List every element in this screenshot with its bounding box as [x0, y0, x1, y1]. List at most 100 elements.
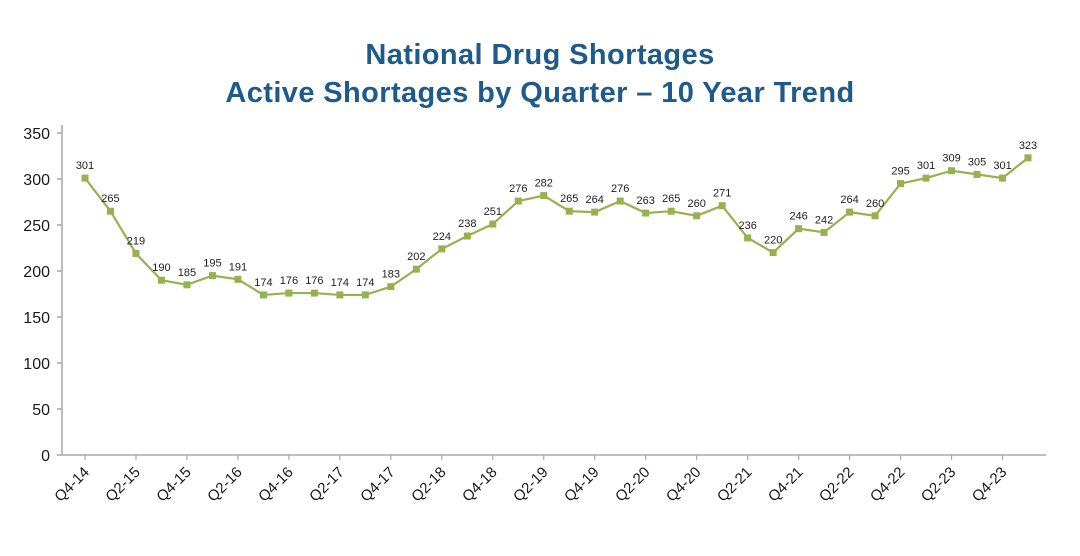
- data-label: 174: [356, 276, 374, 288]
- data-point: [871, 211, 879, 219]
- y-tick-label: 50: [32, 402, 50, 419]
- data-label: 174: [254, 276, 272, 288]
- data-point: [361, 290, 369, 298]
- data-label: 301: [993, 160, 1011, 172]
- data-point: [259, 290, 267, 298]
- x-tick-label: Q4-16: [255, 463, 297, 505]
- data-point: [183, 280, 191, 288]
- data-label: 309: [942, 152, 960, 164]
- data-label: 246: [789, 210, 807, 222]
- data-point: [642, 209, 650, 217]
- x-tick-label: Q4-21: [765, 463, 807, 505]
- data-point: [897, 179, 905, 187]
- data-label: 176: [305, 275, 323, 287]
- data-point: [412, 265, 420, 273]
- data-point: [616, 197, 624, 205]
- data-label: 265: [560, 193, 578, 205]
- data-label: 263: [637, 195, 655, 207]
- x-tick-label: Q2-16: [204, 463, 246, 505]
- data-point: [846, 208, 854, 216]
- data-label: 202: [407, 251, 425, 263]
- data-point: [514, 197, 522, 205]
- x-tick-label: Q2-20: [612, 463, 654, 505]
- y-tick-label: 300: [23, 172, 50, 189]
- y-tick-label: 150: [23, 310, 50, 327]
- data-label: 265: [101, 193, 119, 205]
- data-point: [132, 249, 140, 257]
- y-tick-label: 100: [23, 356, 50, 373]
- data-point: [744, 233, 752, 241]
- data-label: 301: [917, 160, 935, 172]
- data-label: 265: [662, 193, 680, 205]
- data-point: [387, 282, 395, 290]
- data-label: 323: [1019, 139, 1037, 151]
- data-point: [489, 220, 497, 228]
- data-label: 220: [764, 234, 782, 246]
- data-point: [463, 232, 471, 240]
- x-tick-label: Q2-18: [408, 463, 450, 505]
- y-tick-label: 200: [23, 264, 50, 281]
- data-point: [591, 208, 599, 216]
- data-label: 183: [382, 268, 400, 280]
- data-label: 174: [331, 276, 349, 288]
- x-tick-label: Q4-23: [969, 463, 1011, 505]
- data-label: 190: [152, 262, 170, 274]
- data-point: [922, 174, 930, 182]
- data-point: [999, 174, 1007, 182]
- data-point: [667, 207, 675, 215]
- data-point: [973, 170, 981, 178]
- data-label: 264: [586, 194, 604, 206]
- x-tick-label: Q4-18: [459, 463, 501, 505]
- data-point: [1024, 153, 1032, 161]
- x-tick-label: Q2-17: [306, 463, 348, 505]
- data-point: [718, 201, 726, 209]
- data-label: 236: [738, 219, 756, 231]
- x-tick-label: Q2-23: [918, 463, 960, 505]
- data-label: 242: [815, 214, 833, 226]
- x-tick-label: Q4-19: [561, 463, 603, 505]
- y-tick-label: 0: [41, 448, 50, 465]
- data-label: 260: [687, 197, 705, 209]
- data-label: 224: [433, 230, 451, 242]
- data-label: 191: [229, 261, 247, 273]
- x-tick-label: Q4-22: [867, 463, 909, 505]
- data-label: 264: [840, 194, 858, 206]
- data-point: [693, 211, 701, 219]
- chart-title: National Drug Shortages Active Shortages…: [0, 0, 1080, 113]
- data-label: 260: [866, 197, 884, 209]
- x-tick-label: Q2-22: [816, 463, 858, 505]
- data-label: 276: [509, 183, 527, 195]
- data-point: [336, 290, 344, 298]
- data-point: [438, 244, 446, 252]
- data-point: [565, 207, 573, 215]
- data-label: 251: [484, 206, 502, 218]
- x-tick-label: Q4-15: [153, 463, 195, 505]
- x-tick-label: Q4-17: [357, 463, 399, 505]
- data-point: [540, 191, 548, 199]
- data-label: 295: [891, 165, 909, 177]
- data-label: 219: [127, 235, 145, 247]
- data-point: [234, 275, 242, 283]
- data-point: [208, 271, 216, 279]
- data-label: 276: [611, 183, 629, 195]
- data-label: 185: [178, 266, 196, 278]
- data-label: 305: [968, 156, 986, 168]
- x-tick-label: Q2-21: [714, 463, 756, 505]
- data-point: [157, 276, 165, 284]
- data-label: 238: [458, 218, 476, 230]
- x-tick-label: Q4-20: [663, 463, 705, 505]
- data-label: 176: [280, 275, 298, 287]
- data-label: 301: [76, 160, 94, 172]
- chart-title-line1: National Drug Shortages: [365, 39, 715, 71]
- data-point: [795, 224, 803, 232]
- data-label: 282: [535, 177, 553, 189]
- y-tick-label: 250: [23, 218, 50, 235]
- data-point: [81, 174, 89, 182]
- x-tick-label: Q4-14: [51, 463, 93, 505]
- data-point: [106, 207, 114, 215]
- data-point: [769, 248, 777, 256]
- series-line: [84, 156, 1029, 296]
- x-tick-label: Q2-19: [510, 463, 552, 505]
